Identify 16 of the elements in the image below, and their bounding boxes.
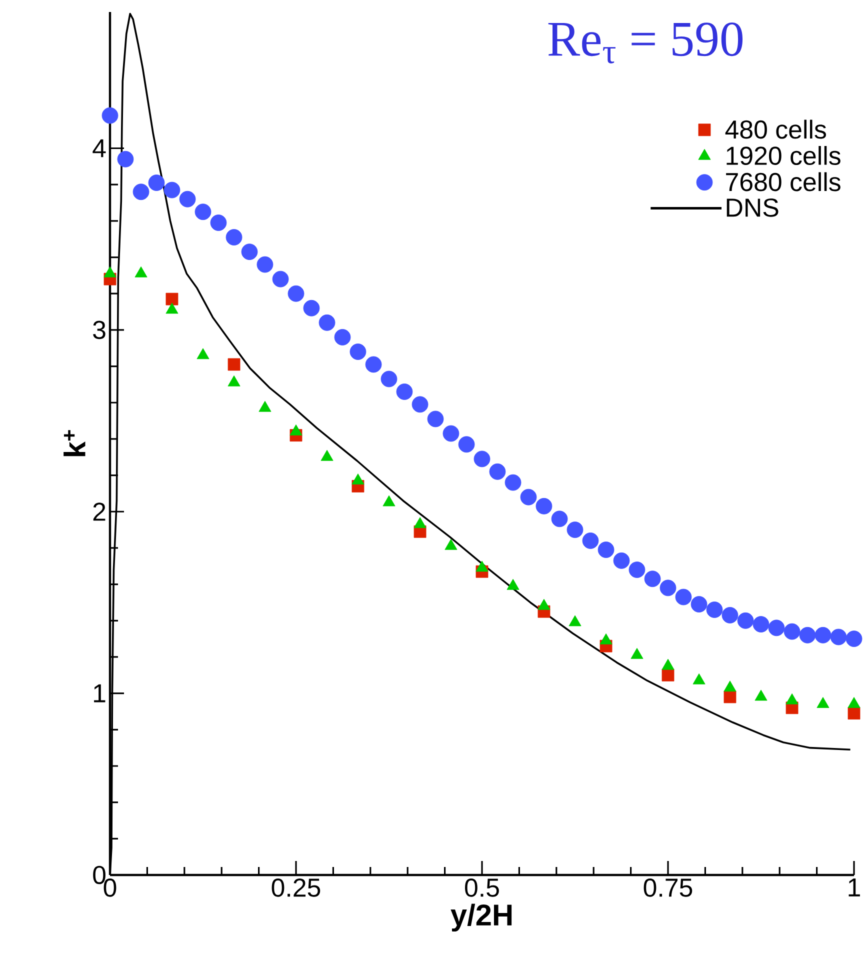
x-tick-label: 0.5 xyxy=(465,878,499,897)
x-tick-label: 1 xyxy=(848,878,860,896)
legend-label: 7680 cells xyxy=(726,172,840,192)
x-tick-label: 0.75 xyxy=(644,878,692,897)
chart-title: Re$_{τ}$ = 590 xyxy=(548,22,743,64)
y-tick-label: 2 xyxy=(93,502,106,521)
legend-label: 1920 cells xyxy=(726,146,840,165)
x-axis-title: y/2H xyxy=(450,904,512,932)
y-tick-label: 1 xyxy=(94,684,106,702)
y-tick-label: 3 xyxy=(93,320,106,340)
legend-label: 480 cells xyxy=(725,120,826,139)
y-axis-title: k$^{+}$ xyxy=(64,430,86,456)
x-tick-label: 0.25 xyxy=(272,878,320,897)
legend-label: DNS xyxy=(726,198,778,217)
y-tick-label: 4 xyxy=(92,139,106,158)
y-tick-label: 0 xyxy=(93,866,106,884)
